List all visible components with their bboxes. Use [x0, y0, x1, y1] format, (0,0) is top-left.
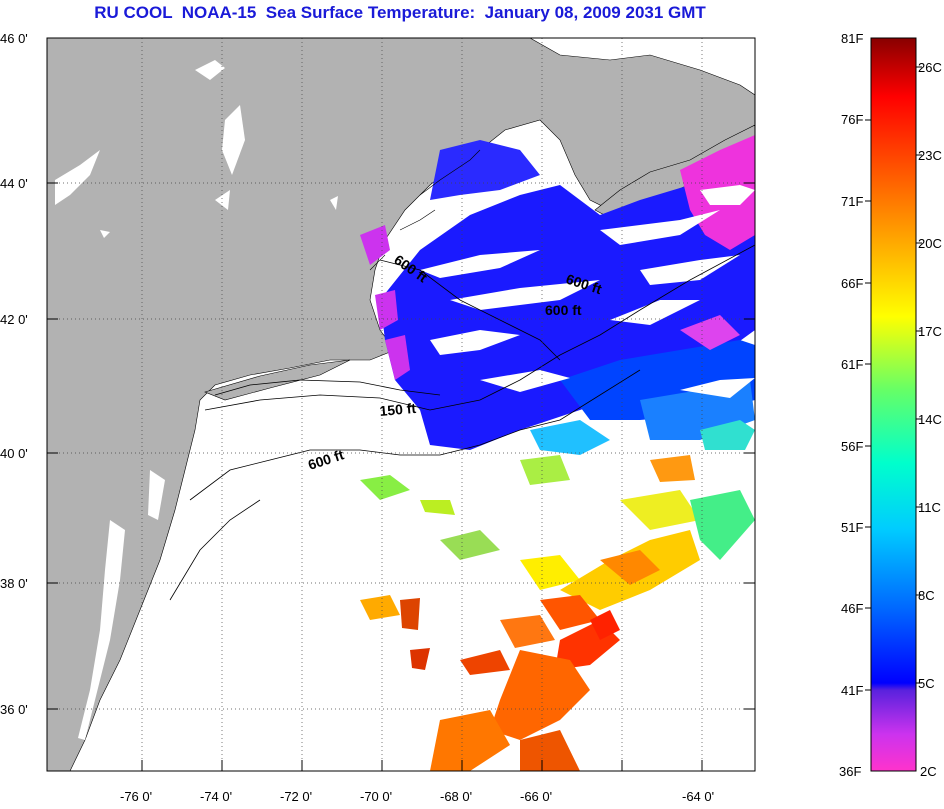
land-mainland: [47, 38, 755, 771]
cloud-cover: [420, 185, 755, 398]
cb-f-label: 36F: [839, 764, 861, 779]
bathymetry-contours: [169, 244, 755, 601]
lon-label: -70 0': [360, 789, 392, 804]
cb-f-label: 66F: [841, 276, 863, 291]
lon-label: -64 0': [682, 789, 714, 804]
cb-c-label: 14C: [918, 412, 942, 427]
cb-f-label: 81F: [841, 31, 863, 46]
contour-label: 150 ft: [379, 400, 417, 419]
coastline-detail: [369, 149, 481, 271]
cb-f-label: 56F: [841, 439, 863, 454]
cb-c-label: 17C: [918, 324, 942, 339]
cb-c-label: 26C: [918, 60, 942, 75]
colorbar-celsius-labels: 26C 23C 20C 17C 14C 11C 8C 5C 2C: [918, 60, 942, 779]
lon-label: -66 0': [520, 789, 552, 804]
cb-f-label: 41F: [841, 683, 863, 698]
lon-label: -74 0': [200, 789, 232, 804]
cb-c-label: 11C: [918, 500, 941, 515]
colorbar-fahrenheit-labels: 81F 76F 71F 66F 61F 56F 51F 46F 41F 36F: [839, 31, 863, 779]
cb-c-label: 20C: [918, 236, 942, 251]
cb-c-label: 23C: [918, 148, 942, 163]
map-frame: [46, 37, 756, 772]
cb-f-label: 51F: [841, 520, 863, 535]
cb-f-label: 61F: [841, 357, 863, 372]
lon-label: -72 0': [280, 789, 312, 804]
lon-label: -76 0': [120, 789, 152, 804]
chesapeake-bay: [78, 520, 125, 740]
sst-cold-water: [380, 140, 755, 455]
delaware-bay: [148, 470, 165, 520]
lat-label: 36 0': [0, 702, 28, 717]
lat-label: 42 0': [0, 312, 28, 327]
contour-label: 600 ft: [545, 302, 582, 318]
land-long-island: [204, 359, 351, 401]
lat-label: 40 0': [0, 446, 28, 461]
longitude-labels: -76 0' -74 0' -72 0' -70 0' -68 0' -66 0…: [120, 789, 714, 804]
colorbar: [870, 37, 917, 772]
sst-warm-water: [360, 455, 755, 771]
cb-f-label: 46F: [841, 601, 863, 616]
lon-label: -68 0': [440, 789, 472, 804]
colorbar-ticks: [865, 66, 922, 691]
lat-label: 46 0': [0, 31, 28, 46]
cb-c-label: 8C: [918, 588, 935, 603]
axis-ticks: [47, 37, 755, 771]
map-title: RU COOL NOAA-15 Sea Surface Temperature:…: [94, 3, 706, 22]
lakes: [55, 60, 338, 238]
lat-label: 44 0': [0, 176, 28, 191]
cb-f-label: 76F: [841, 112, 863, 127]
lat-label: 38 0': [0, 576, 28, 591]
latitude-labels: 46 0' 44 0' 42 0' 40 0' 38 0' 36 0': [0, 31, 28, 717]
cb-c-label: 2C: [920, 764, 937, 779]
cb-f-label: 71F: [841, 194, 863, 209]
cb-c-label: 5C: [918, 676, 935, 691]
